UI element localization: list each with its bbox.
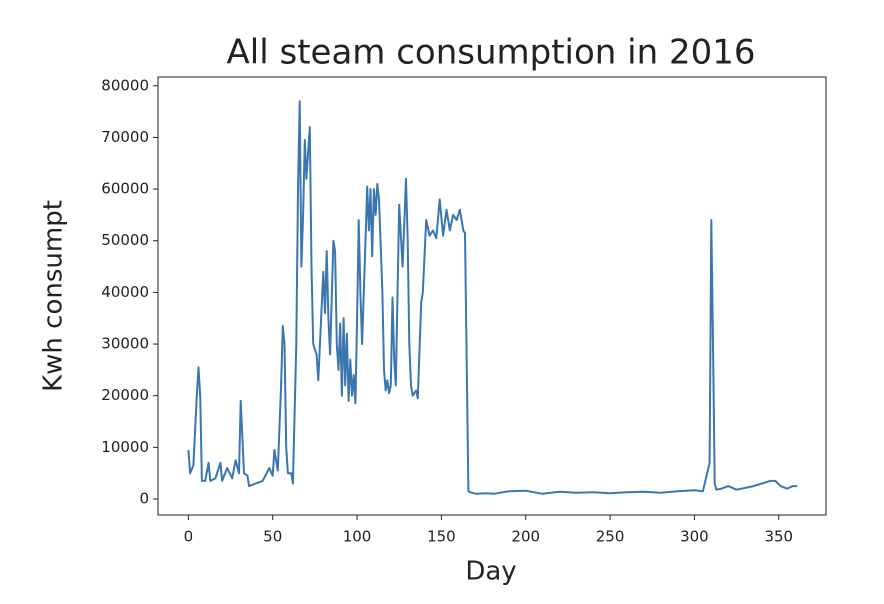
data-line <box>187 100 798 495</box>
y-tick-label: 70000 <box>101 128 149 146</box>
y-tick-label: 30000 <box>101 335 149 353</box>
y-axis-label: Kwh consumpt <box>39 200 69 392</box>
x-tick-label: 300 <box>680 528 709 546</box>
y-tick-label: 0 <box>139 489 149 507</box>
y-tick-label: 10000 <box>101 438 149 456</box>
y-tick-label: 20000 <box>101 386 149 404</box>
y-tick-label: 80000 <box>101 76 149 94</box>
x-tick-label: 50 <box>263 528 282 546</box>
x-tick-label: 200 <box>511 528 540 546</box>
x-tick-label: 350 <box>764 528 793 546</box>
x-tick-label: 0 <box>184 528 194 546</box>
y-tick-label: 60000 <box>101 180 149 198</box>
y-tick-label: 40000 <box>101 283 149 301</box>
x-axis-label: Day <box>465 557 516 587</box>
y-tick-label: 50000 <box>101 231 149 249</box>
chart-title: All steam consumption in 2016 <box>227 33 756 73</box>
plot-frame <box>157 76 827 516</box>
x-tick-label: 100 <box>343 528 372 546</box>
x-tick-label: 150 <box>427 528 456 546</box>
x-tick-label: 250 <box>596 528 625 546</box>
